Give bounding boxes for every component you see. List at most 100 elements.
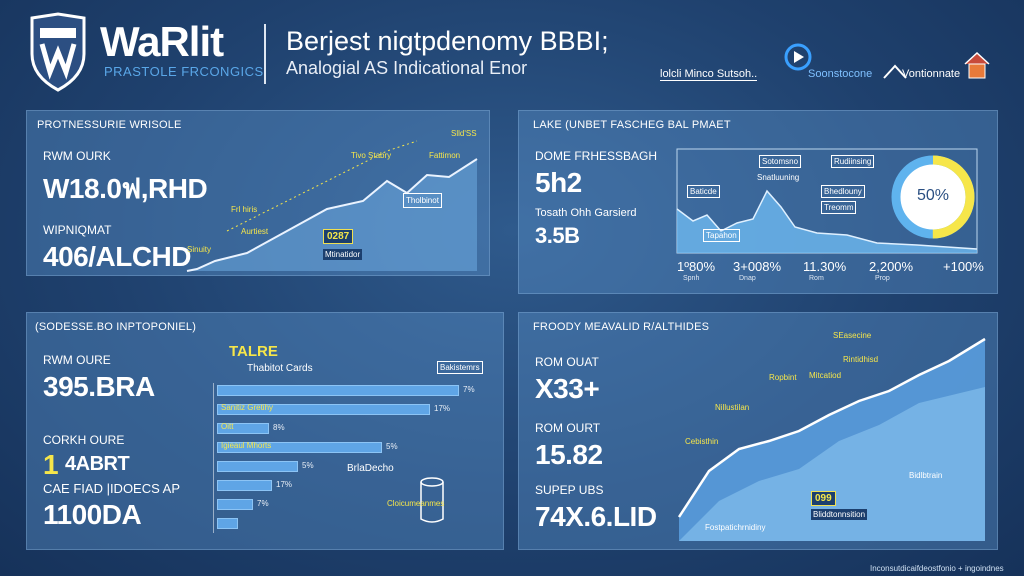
partner-link-2[interactable]: Soonstocone (808, 68, 873, 80)
side-label: BrlaDecho (347, 463, 394, 474)
house-icon (964, 51, 990, 79)
area-chart (676, 148, 978, 254)
panel-title: (SODESSE.BO INPTOPONIEL) (35, 321, 197, 333)
axis-sublabel: Dnap (739, 275, 756, 282)
chart-annotation: Treomm (821, 201, 857, 214)
partner-link-1[interactable]: lolcli Minco Sutsoh.. (660, 68, 758, 81)
partner-link-3[interactable]: Vontionnate (902, 68, 961, 80)
bar (217, 480, 272, 491)
bar (217, 423, 269, 434)
bar (217, 442, 382, 453)
panel-distribution: (SODESSE.BO INPTOPONIEL) RWM OURE 395.BR… (26, 312, 504, 550)
bar (217, 461, 298, 472)
metric-value: X33+ (535, 373, 600, 404)
chart-annotation: Ropbint (769, 373, 797, 382)
bar-value: 7% (257, 499, 269, 508)
chart-annotation: Nillustilan (715, 403, 750, 412)
chart-annotation: SEasecine (833, 331, 872, 340)
brand-tagline: PRASTOLE FRCONGICS (104, 64, 264, 79)
bar-label: Oitt (221, 422, 234, 431)
chart-annotation: Tivo Stabry (351, 151, 392, 160)
metric-value: 1100DA (43, 499, 142, 530)
chart-annotation: Tholbinot (403, 193, 442, 208)
metric-label: ROM OUAT (535, 355, 599, 369)
metric-label: DOME FRHESSBAGH (535, 149, 658, 163)
database-cylinder-icon (420, 477, 444, 523)
chart-annotation: Mtinatidor (323, 249, 363, 260)
chart-annotation: Slld'SS (451, 129, 477, 138)
axis-label: 3+008% (733, 259, 782, 274)
chart-annotation: Bidlbtrain (909, 471, 943, 480)
bar-value: 8% (273, 423, 285, 432)
chart-annotation: Sinuity (187, 245, 212, 254)
metric-label: SUPEP UBS (535, 483, 604, 497)
donut-label: 50% (916, 187, 950, 204)
bar-value: 17% (276, 480, 293, 489)
donut-chart (891, 155, 975, 239)
bar-value: 7% (463, 385, 475, 394)
chart-axis (213, 383, 214, 533)
metric-label: RWM OURK (43, 149, 111, 163)
metric-label: ROM OURT (535, 421, 601, 435)
chart-legend: Bakistemrs (437, 361, 483, 374)
footer-note: Inconsutdicaifdeostfonio + ingoindnes (870, 564, 1004, 573)
chart-annotation: Frl hiris (231, 205, 258, 214)
panel-title: FROODY MEAVALID R/ALTHIDES (533, 321, 710, 333)
metric-value: W18.0ฟ,RHD (43, 173, 208, 204)
bar-label: Igieaul Mhorts (221, 441, 272, 450)
bar-label: Sanitiz Gretihy (221, 403, 274, 412)
panel-performance: PROTNESSURIE WRISOLE RWM OURK W18.0ฟ,RHD… (26, 110, 490, 276)
metric-value: 74X.6.LID (535, 501, 657, 532)
bar (217, 499, 253, 510)
metric-value: 15.82 (535, 439, 603, 470)
brand-name: WaRlit (100, 18, 224, 65)
cylinder-label: Cloicumeanmes (387, 499, 445, 508)
chart-annotation: Snatluuning (757, 173, 800, 182)
brand-shield-logo (30, 12, 86, 92)
metric-value-highlight: 1 (43, 449, 59, 480)
axis-label: +100% (943, 259, 984, 274)
bar (217, 385, 459, 396)
panel-title: PROTNESSURIE WRISOLE (37, 119, 182, 131)
donut-arc (891, 155, 975, 239)
panel-title: LAKE (UNBET FASCHEG BAL PMAET (533, 119, 731, 131)
bar-value: 17% (434, 404, 451, 413)
metric-label: RWM OURE (43, 353, 111, 367)
trend-line-chart (186, 140, 478, 272)
metric-label: Tosath Ohh Garsierd (535, 207, 637, 219)
metric-value: 3.5B (535, 223, 580, 248)
axis-label: 2,200% (869, 259, 914, 274)
axis-sublabel: Prop (875, 275, 890, 282)
chart-annotation: Aurtiest (241, 227, 269, 236)
bar-value: 5% (386, 442, 398, 451)
chart-annotation: Fostpatichrnidiny (705, 523, 766, 532)
chart-annotation: Sotomsno (759, 155, 802, 168)
chart-annotation: Bhedlouny (821, 185, 865, 198)
metric-value: 395.BRA (43, 371, 155, 402)
chart-annotation: Bliddtonnsition (811, 509, 868, 520)
chart-subtitle: Thabitot Cards (247, 363, 313, 374)
chart-annotation: Cebisthin (685, 437, 719, 446)
bar-value: 5% (302, 461, 314, 470)
header-divider (264, 24, 266, 84)
chart-annotation: Baticde (687, 185, 720, 198)
chart-title: TALRE (229, 343, 278, 360)
axis-label: 1º80% (677, 259, 715, 274)
metric-value: 4ABRT (65, 453, 130, 475)
chart-annotation: Rudiinsing (831, 155, 875, 168)
circle-play-icon (784, 43, 812, 71)
metric-label: WIPNIQMAT (43, 223, 112, 237)
triangle-logo-icon (883, 64, 907, 79)
metric-label: CORKH OURE (43, 433, 125, 447)
chart-annotation: Mitcatiod (809, 371, 842, 380)
axis-sublabel: Spnh (683, 275, 700, 282)
bar (217, 518, 238, 529)
chart-annotation: Tapahon (703, 229, 740, 242)
growth-area-chart (677, 337, 986, 541)
metric-value: 406/ALCHD (43, 241, 191, 272)
chart-annotation: Fattimon (429, 151, 461, 160)
metric-label: CAE FIAD |IDOECS AP (43, 481, 181, 496)
panel-market: LAKE (UNBET FASCHEG BAL PMAET DOME FRHES… (518, 110, 998, 294)
axis-sublabel: Rom (809, 275, 824, 282)
page-title: Berjest nigtpdenomy BBBI; (286, 26, 609, 56)
